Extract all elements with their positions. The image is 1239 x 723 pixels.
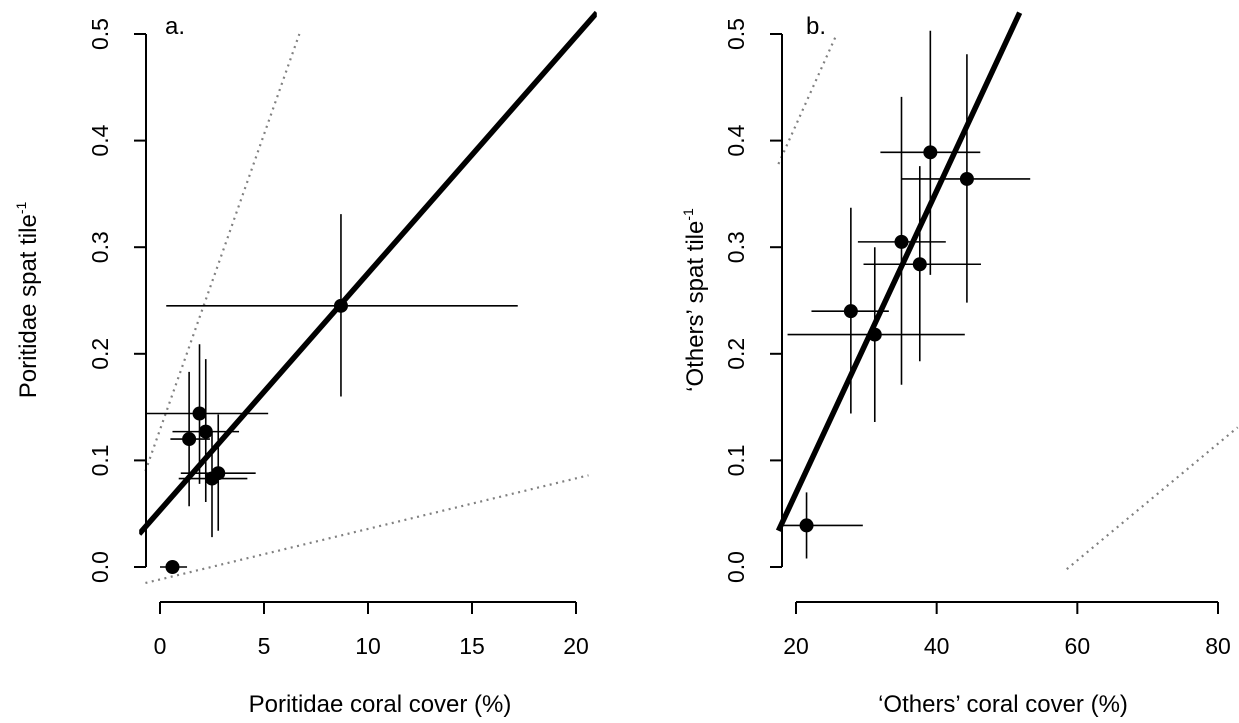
panel-b-x-tick-label-2: 60 (1065, 633, 1091, 659)
panel-a-x-axis-title: Poritidae coral cover (%) (249, 691, 512, 718)
panel-b-reference-line-0 (777, 33, 838, 165)
panel-a-reference-line-1 (145, 474, 589, 585)
panel-b-label: b. (806, 13, 826, 40)
panel-b-x-tick-label-1: 40 (924, 633, 950, 659)
panel-a-y-ticks: 0.0 0.1 0.2 0.3 0.4 0.5 (87, 18, 146, 583)
panel-a-y-tick-label-4: 0.4 (87, 124, 113, 156)
panel-b-data-point-6 (959, 171, 974, 186)
panel-a-label: a. (165, 13, 185, 40)
panel-a-x-tick-label-1: 5 (258, 633, 271, 659)
panel-b-x-tick-label-3: 80 (1205, 633, 1231, 659)
panel-a-fit-line (139, 10, 597, 536)
panel-b-y-tick-label-4: 0.4 (723, 124, 749, 156)
panel-b-x-axis-title: ‘Others’ coral cover (%) (878, 691, 1128, 718)
panel-b: 20 40 60 80 0.0 0.1 0.2 0.3 0.4 0.5 b. ‘Others’ … (680, 11, 1239, 718)
panel-a-y-tick-label-3: 0.3 (87, 231, 113, 263)
panel-a-y-axis-title-sup: -1 (13, 202, 29, 215)
panel-b-data-point-2 (867, 327, 882, 342)
panel-a-data-point-3 (198, 424, 213, 439)
panel-a-data-point-5 (211, 466, 226, 481)
panel-a-y-tick-label-5: 0.5 (87, 18, 113, 50)
panel-b-data-point-1 (843, 304, 858, 319)
panel-a-data-point-2 (192, 406, 207, 421)
panel-b-y-tick-label-0: 0.0 (723, 551, 749, 583)
panel-a-x-tick-label-0: 0 (154, 633, 167, 659)
panel-a-data-point-1 (182, 432, 197, 447)
panel-a-y-axis-title-main: Poritidae spat tile (15, 214, 42, 398)
panel-a-y-tick-label-2: 0.2 (87, 338, 113, 370)
panel-a-reference-line-0 (144, 33, 301, 472)
panel-a-x-tick-label-3: 15 (459, 633, 485, 659)
panel-b-data-point-3 (894, 234, 909, 249)
panel-b-data-point-0 (799, 518, 814, 533)
panel-a-y-tick-label-0: 0.0 (87, 551, 113, 583)
panel-a-y-axis-title: Poritidae spat tile-1 (13, 202, 42, 399)
panel-b-y-tick-label-3: 0.3 (723, 231, 749, 263)
panel-b-y-tick-label-1: 0.1 (723, 444, 749, 476)
panel-b-x-ticks: 20 40 60 80 (783, 602, 1231, 659)
panel-b-x-tick-label-0: 20 (783, 633, 809, 659)
panel-b-y-axis-title: ‘Others’ spat tile-1 (680, 208, 709, 392)
panel-b-fit-line (775, 11, 1023, 532)
panel-a-x-tick-label-4: 20 (563, 633, 589, 659)
panel-b-y-tick-label-2: 0.2 (723, 338, 749, 370)
panel-a: 0 5 10 15 20 0.0 0.1 0.2 0.3 0.4 0.5 a. Poritidae… (13, 10, 597, 718)
panel-b-y-axis-title-sup: -1 (680, 208, 696, 221)
panel-a-plot-area (139, 10, 597, 585)
panel-b-plot-area (775, 11, 1239, 570)
panel-b-data-point-4 (912, 257, 927, 272)
panel-a-x-ticks: 0 5 10 15 20 (154, 602, 589, 659)
panel-b-data-point-5 (923, 145, 938, 160)
panel-b-y-axis-title-main: ‘Others’ spat tile (682, 221, 709, 392)
panel-b-reference-line-1 (1066, 426, 1239, 570)
panel-a-data-point-6 (333, 298, 348, 313)
panel-b-y-tick-label-5: 0.5 (723, 18, 749, 50)
panel-b-y-ticks: 0.0 0.1 0.2 0.3 0.4 0.5 (723, 18, 782, 583)
panel-a-data-point-0 (165, 560, 180, 574)
panel-a-y-tick-label-1: 0.1 (87, 444, 113, 476)
panel-a-x-tick-label-2: 10 (355, 633, 381, 659)
